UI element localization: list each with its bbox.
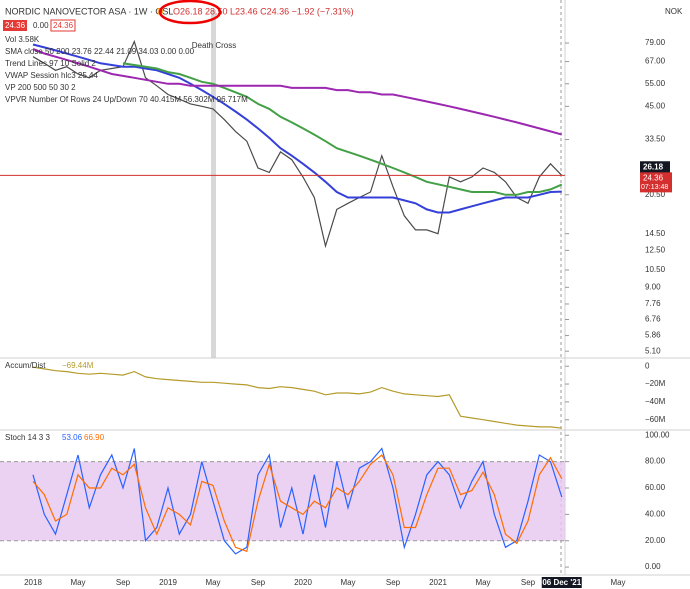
y-tick-label: 6.76	[645, 315, 661, 324]
price-label: 26.18	[643, 162, 664, 171]
y-tick-label: 7.76	[645, 299, 661, 308]
y-tick-label: 100.00	[645, 430, 670, 439]
countdown: 07:13:48	[641, 184, 668, 191]
price: 24.36	[53, 21, 74, 30]
series-line	[122, 62, 563, 196]
y-tick-label: 5.86	[645, 331, 661, 340]
crosshair-date-box	[541, 577, 582, 588]
price-label-box	[640, 161, 670, 174]
y-tick-label: 45.00	[645, 101, 666, 110]
y-tick-label: 33.50	[645, 135, 666, 144]
price-label-box	[640, 172, 672, 193]
y-tick-label: −20M	[645, 379, 666, 388]
x-tick-label: May	[340, 578, 355, 587]
x-tick-label: May	[610, 578, 625, 587]
series-line	[32, 47, 563, 136]
legend-text: VPVR Number Of Rows 24 Up/Down 70 40.415…	[5, 95, 248, 104]
legend-text: SMA close 50 200 23.76 22.44 21.09 34.03…	[5, 47, 195, 56]
y-tick-label: 9.00	[645, 282, 661, 291]
x-tick-label: 06 Dec '21	[542, 578, 581, 587]
series-line	[32, 454, 563, 553]
price-label: 24.36	[643, 173, 664, 182]
x-tick-label: 2021	[429, 578, 447, 587]
y-tick-label: −40M	[645, 397, 666, 406]
legend-text: Trend Lines 97 10 Solid 2	[5, 59, 96, 68]
band	[0, 461, 565, 541]
x-tick-label: 2019	[159, 578, 177, 587]
y-tick-label: 0	[645, 361, 650, 370]
y-tick-label: 0.00	[645, 562, 661, 571]
symbol: NORDIC NANOVECTOR ASA · 1W · OSL	[5, 6, 173, 16]
price-box	[50, 19, 76, 32]
x-tick-label: Sep	[386, 578, 401, 587]
y-tick-label: 10.50	[645, 265, 666, 274]
x-tick-label: May	[475, 578, 490, 587]
ohlc: O26.18 28.50 L23.46 C24.36 −1.92 (−7.31%…	[173, 6, 354, 16]
y-tick-label: 5.10	[645, 346, 661, 355]
legend-text: 53.06	[62, 433, 83, 442]
x-tick-label: Sep	[251, 578, 266, 587]
y-tick-label: 55.00	[645, 79, 666, 88]
x-tick-label: Sep	[521, 578, 536, 587]
x-tick-label: May	[205, 578, 220, 587]
x-tick-label: Sep	[116, 578, 131, 587]
annotation: Death Cross	[192, 41, 236, 50]
y-tick-label: 67.00	[645, 57, 666, 66]
series-line	[32, 366, 562, 429]
y-tick-label: 14.50	[645, 229, 666, 238]
y-tick-label: 60.00	[645, 483, 666, 492]
y-tick-label: −60M	[645, 415, 666, 424]
price-box	[3, 20, 27, 31]
y-tick-label: 40.00	[645, 509, 666, 518]
price: 0.00	[33, 21, 49, 30]
y-tick-label: 12.50	[645, 245, 666, 254]
legend-text: Stoch 14 3 3	[5, 433, 50, 442]
legend-text: Vol 3.58K	[5, 35, 40, 44]
legend-text: −69.44M	[62, 361, 94, 370]
y-tick-label: 20.50	[645, 190, 666, 199]
x-tick-label: May	[70, 578, 85, 587]
y-tick-label: 20.00	[645, 536, 666, 545]
legend-text: VWAP Session hlc3 25.44	[5, 71, 98, 80]
legend-text: 66.90	[84, 433, 105, 442]
price: 24.36	[5, 21, 26, 30]
legend-text: Accum/Dist	[5, 361, 46, 370]
death-cross-marker	[211, 10, 216, 358]
x-tick-label: 2020	[294, 578, 312, 587]
highlight-circle	[158, 0, 222, 25]
currency: NOK	[665, 7, 683, 16]
x-tick-label: 2018	[24, 578, 42, 587]
legend-text: VP 200 500 50 30 2	[5, 83, 76, 92]
series-line	[32, 43, 562, 214]
y-tick-label: 80.00	[645, 457, 666, 466]
y-tick-label: 79.00	[645, 38, 666, 47]
